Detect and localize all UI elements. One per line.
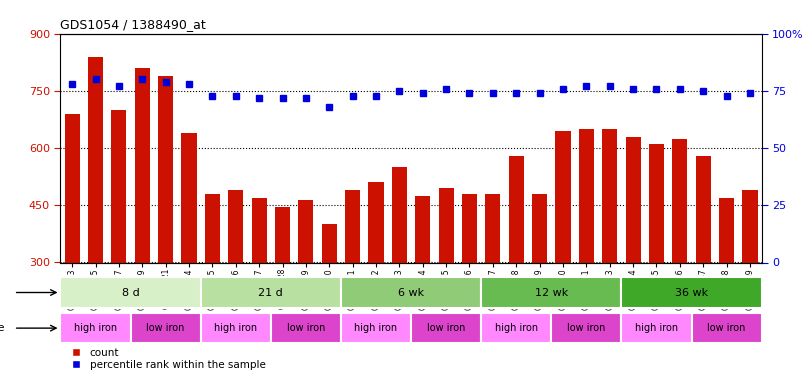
- Bar: [345, 190, 360, 375]
- Bar: [742, 190, 758, 375]
- Bar: [298, 200, 314, 375]
- Text: high iron: high iron: [214, 323, 257, 333]
- Bar: [719, 198, 734, 375]
- Bar: [696, 156, 711, 375]
- Text: high iron: high iron: [635, 323, 678, 333]
- Bar: [621, 313, 692, 344]
- Bar: [481, 278, 621, 308]
- Bar: [60, 278, 201, 308]
- Text: high iron: high iron: [495, 323, 538, 333]
- Bar: [64, 114, 80, 375]
- Text: 6 wk: 6 wk: [398, 288, 424, 297]
- Text: high iron: high iron: [355, 323, 397, 333]
- Bar: [205, 194, 220, 375]
- Bar: [602, 129, 617, 375]
- Bar: [368, 182, 384, 375]
- Bar: [341, 313, 411, 344]
- Bar: [392, 167, 407, 375]
- Bar: [551, 313, 621, 344]
- Bar: [438, 188, 454, 375]
- Text: dose: dose: [0, 323, 5, 333]
- Bar: [131, 313, 201, 344]
- Bar: [625, 136, 641, 375]
- Bar: [322, 224, 337, 375]
- Bar: [135, 68, 150, 375]
- Bar: [555, 131, 571, 375]
- Bar: [201, 313, 271, 344]
- Bar: [341, 278, 481, 308]
- Bar: [621, 278, 762, 308]
- Text: high iron: high iron: [74, 323, 117, 333]
- Bar: [411, 313, 481, 344]
- Text: GDS1054 / 1388490_at: GDS1054 / 1388490_at: [60, 18, 206, 31]
- Text: 36 wk: 36 wk: [675, 288, 708, 297]
- Bar: [158, 76, 173, 375]
- Text: low iron: low iron: [427, 323, 465, 333]
- Bar: [532, 194, 547, 375]
- Bar: [181, 133, 197, 375]
- Bar: [88, 57, 103, 375]
- Text: 8 d: 8 d: [122, 288, 139, 297]
- Bar: [228, 190, 243, 375]
- Bar: [485, 194, 501, 375]
- Bar: [201, 278, 341, 308]
- Text: low iron: low iron: [147, 323, 185, 333]
- Bar: [111, 110, 127, 375]
- Bar: [692, 313, 762, 344]
- Text: low iron: low iron: [287, 323, 325, 333]
- Bar: [649, 144, 664, 375]
- Text: low iron: low iron: [708, 323, 746, 333]
- Legend: count, percentile rank within the sample: count, percentile rank within the sample: [65, 348, 265, 370]
- Bar: [579, 129, 594, 375]
- Text: 21 d: 21 d: [259, 288, 283, 297]
- Bar: [60, 313, 131, 344]
- Bar: [481, 313, 551, 344]
- Text: 12 wk: 12 wk: [534, 288, 568, 297]
- Bar: [672, 139, 688, 375]
- Text: low iron: low iron: [567, 323, 605, 333]
- Bar: [462, 194, 477, 375]
- Bar: [275, 207, 290, 375]
- Bar: [271, 313, 341, 344]
- Bar: [415, 196, 430, 375]
- Bar: [509, 156, 524, 375]
- Bar: [251, 198, 267, 375]
